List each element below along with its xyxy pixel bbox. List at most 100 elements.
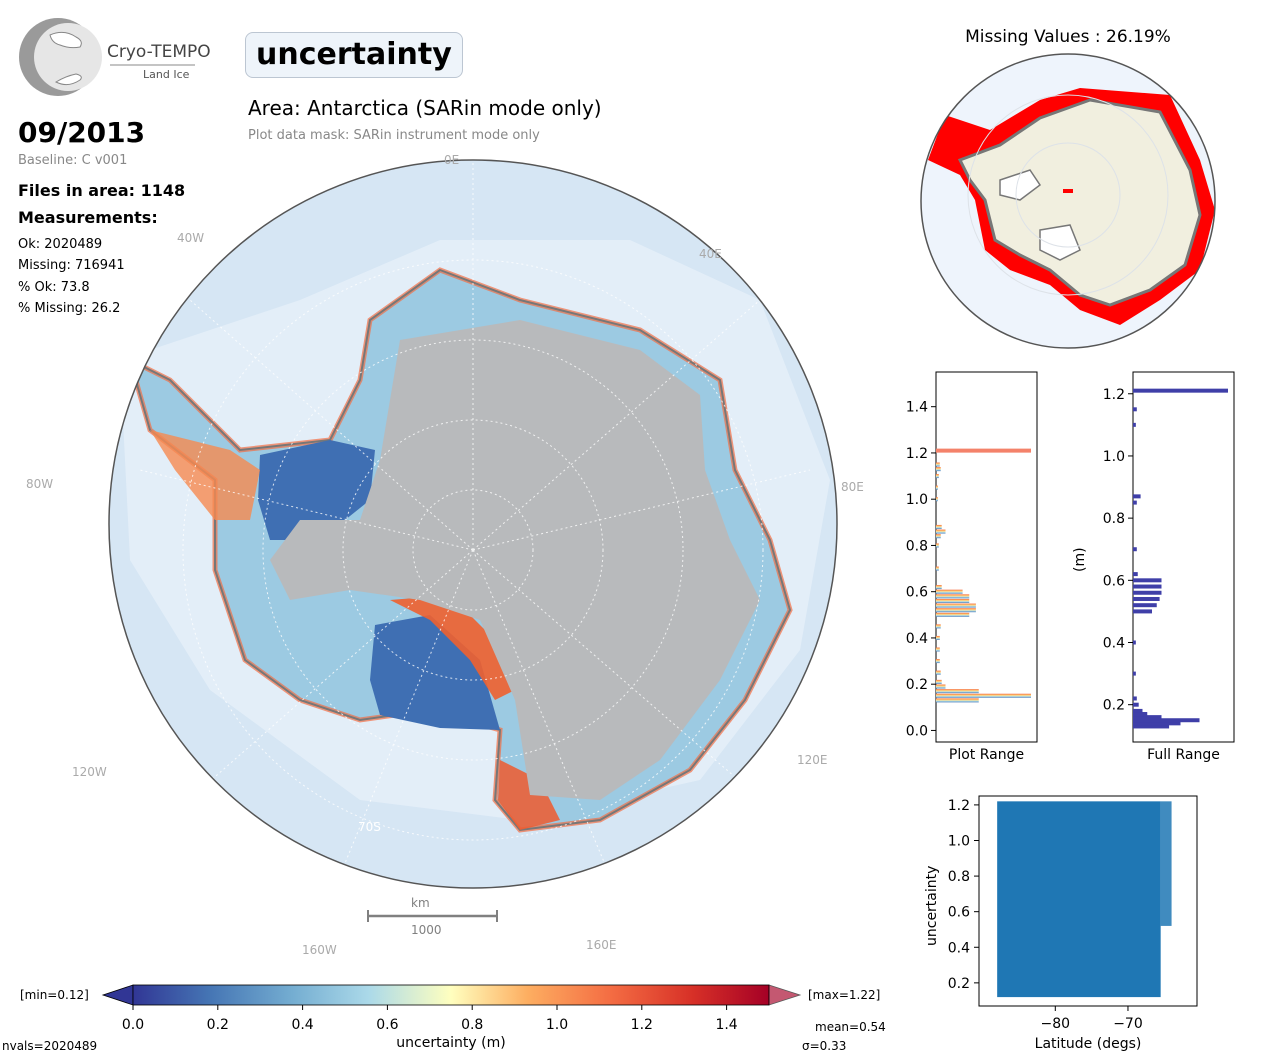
- y-tick-label: 0.8: [906, 538, 928, 554]
- scatter-xlabel: Latitude (degs): [1034, 1036, 1142, 1052]
- y-tick-label: 1.2: [1103, 387, 1125, 403]
- colorbar-min-extension: [101, 984, 134, 1006]
- hist-bar: [1133, 547, 1137, 552]
- parameter-title: uncertainty: [245, 32, 463, 78]
- y-tick-label: 0.2: [1103, 698, 1125, 714]
- scalebar-value: 1000: [411, 923, 442, 937]
- full-range-label: Full Range: [1147, 747, 1220, 763]
- y-tick-label: 0.6: [906, 585, 928, 601]
- hist-bar: [1133, 584, 1162, 589]
- hist-bar: [1133, 494, 1141, 499]
- hist-bar: [936, 589, 963, 594]
- baseline-label: Baseline: C v001: [18, 153, 128, 168]
- hist-bar: [1133, 708, 1143, 713]
- y-tick-label: 1.0: [906, 492, 928, 508]
- hist-bar: [936, 497, 938, 502]
- lon-label-80e: 80E: [841, 480, 864, 494]
- y-tick-label: 0.2: [948, 976, 970, 992]
- hist-bar: [936, 698, 979, 703]
- y-tick-label: 0.2: [906, 677, 928, 693]
- lon-label-120w: 120W: [72, 765, 107, 779]
- lon-label-80w: 80W: [26, 477, 54, 491]
- y-tick-label: 0.4: [1103, 636, 1125, 652]
- hist-bar: [936, 485, 938, 490]
- measurements-title: Measurements:: [18, 208, 158, 227]
- hist-bar: [1133, 609, 1152, 614]
- hist-bar: [1133, 422, 1136, 427]
- date-label: 09/2013: [18, 116, 146, 149]
- hist-bar: [1133, 500, 1137, 505]
- missing-values-title: Missing Values : 26.19%: [965, 27, 1171, 47]
- hist-bar: [936, 474, 939, 479]
- missing-values-map: [920, 53, 1216, 349]
- hist-bar: [1133, 721, 1181, 726]
- y-tick-label: 0.8: [948, 869, 970, 885]
- area-title: Area: Antarctica (SARin mode only): [248, 96, 602, 120]
- hist-bar: [936, 534, 941, 539]
- logo-subtitle: Land Ice: [143, 68, 190, 81]
- hist-bar: [936, 585, 942, 590]
- ok-count: Ok: 2020489: [18, 237, 103, 252]
- hist-bar: [1133, 596, 1160, 601]
- y-tick-label: 1.2: [948, 798, 970, 814]
- files-in-area: Files in area: 1148: [18, 181, 186, 200]
- colorbar: 0.0 0.2 0.4 0.6 0.8 1.0 1.2 1.4: [101, 984, 802, 1033]
- hist-bar: [936, 462, 940, 467]
- hist-bar: [936, 598, 970, 603]
- y-tick-label: 0.6: [948, 905, 970, 921]
- colorbar-tick-label: 0.6: [376, 1017, 398, 1033]
- scatter-points-sparse: [1160, 801, 1172, 926]
- hist-bar: [936, 679, 942, 684]
- hist-bar: [1133, 724, 1170, 729]
- scatter-ylabel: uncertainty: [924, 865, 940, 946]
- hist-bar: [1133, 590, 1162, 595]
- hist-bar: [1133, 407, 1137, 412]
- hist-bar: [936, 594, 970, 599]
- main-map: [108, 159, 838, 922]
- y-tick-label: 1.4: [906, 400, 928, 416]
- colorbar-tick-label: 1.4: [715, 1017, 737, 1033]
- x-tick-label: −80: [1041, 1016, 1071, 1032]
- hist-bar: [1133, 718, 1200, 723]
- hist-bar: [936, 566, 939, 571]
- hist-bar: [936, 689, 979, 694]
- lon-label-160w: 160W: [302, 943, 337, 957]
- lon-label-120e: 120E: [797, 753, 828, 767]
- hist-bar: [1133, 640, 1136, 645]
- hist-bar: [1133, 578, 1162, 583]
- lat-label-70s: 70S: [358, 820, 381, 834]
- full-range-ylabel: (m): [1072, 547, 1088, 572]
- logo-name: Cryo-TEMPO: [107, 42, 211, 62]
- colorbar-max-extension: [768, 984, 802, 1006]
- full-range-histogram: 0.2 0.4 0.6 0.8 1.0 1.2: [1103, 371, 1235, 743]
- colorbar-tick-label: 0.4: [291, 1017, 313, 1033]
- hist-bar: [936, 543, 939, 548]
- hist-bar: [1133, 715, 1162, 720]
- scalebar-unit: km: [411, 896, 430, 910]
- hist-bar: [936, 647, 940, 652]
- hist-bar: [936, 603, 976, 608]
- lon-label-40e: 40E: [699, 247, 722, 261]
- hist-bar: [1133, 671, 1136, 676]
- y-tick-label: 0.4: [906, 631, 928, 647]
- hist-bar: [1133, 388, 1228, 393]
- hist-bar: [936, 659, 940, 664]
- y-tick-label: 1.0: [948, 833, 970, 849]
- colorbar-min-label: [min=0.12]: [20, 988, 89, 1002]
- scalebar: [367, 910, 498, 922]
- y-tick-label: 0.0: [906, 723, 928, 739]
- percent-ok: % Ok: 73.8: [18, 280, 90, 295]
- hist-bar: [936, 448, 1031, 453]
- mean-label: mean=0.54: [815, 1020, 886, 1034]
- scatter-points-dense: [997, 801, 1161, 998]
- hist-bar: [936, 608, 976, 613]
- hist-bar: [936, 684, 946, 689]
- colorbar-tick-label: 1.2: [631, 1017, 653, 1033]
- cryo-tempo-logo: [19, 18, 195, 96]
- hist-bar: [1133, 696, 1137, 701]
- y-tick-label: 0.6: [1103, 573, 1125, 589]
- hist-bar: [936, 635, 940, 640]
- nvals-label: nvals=2020489: [2, 1039, 98, 1053]
- plot-range-label: Plot Range: [948, 747, 1025, 763]
